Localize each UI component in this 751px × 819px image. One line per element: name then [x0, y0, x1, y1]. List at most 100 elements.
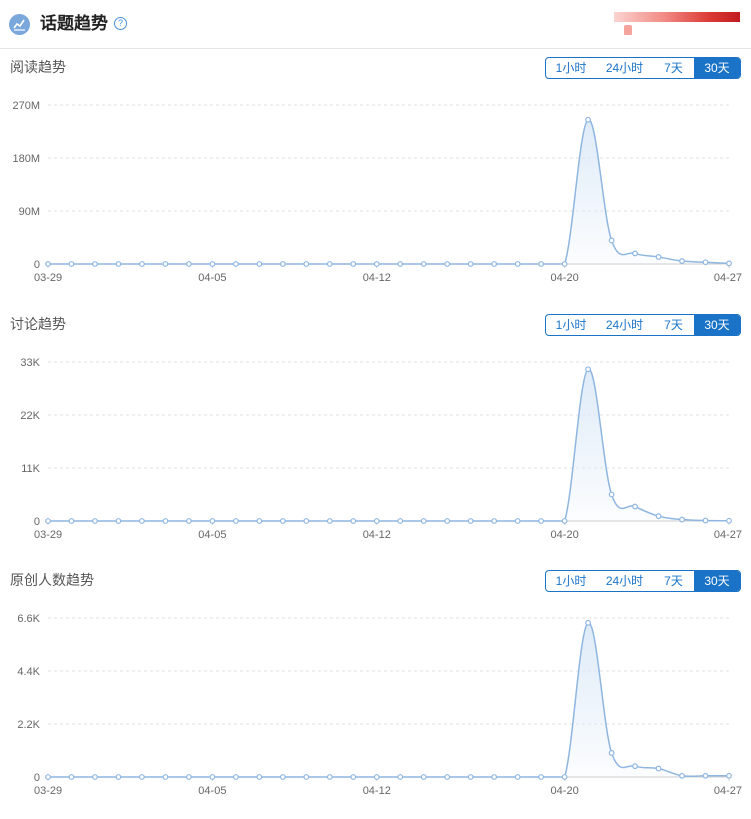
- data-point[interactable]: [162, 518, 169, 524]
- data-point[interactable]: [162, 261, 169, 267]
- data-point[interactable]: [632, 250, 638, 257]
- data-point[interactable]: [467, 774, 474, 780]
- data-point[interactable]: [279, 261, 286, 267]
- range-option-7d[interactable]: 7天: [664, 61, 683, 75]
- data-point[interactable]: [561, 518, 568, 524]
- data-point[interactable]: [585, 619, 592, 626]
- data-point[interactable]: [491, 774, 498, 780]
- data-point[interactable]: [209, 261, 216, 267]
- data-point[interactable]: [444, 261, 451, 267]
- data-point[interactable]: [655, 513, 662, 520]
- data-point[interactable]: [326, 518, 333, 524]
- data-point[interactable]: [491, 518, 498, 524]
- range-option-30d[interactable]: 30天: [694, 315, 740, 335]
- data-point[interactable]: [444, 518, 451, 524]
- data-point[interactable]: [420, 774, 427, 780]
- data-point[interactable]: [92, 261, 98, 267]
- data-point[interactable]: [232, 518, 239, 524]
- data-point[interactable]: [373, 518, 380, 524]
- data-point[interactable]: [702, 772, 709, 779]
- data-point[interactable]: [585, 116, 592, 123]
- data-point[interactable]: [162, 774, 169, 780]
- data-point[interactable]: [655, 254, 662, 260]
- data-point[interactable]: [632, 503, 638, 510]
- data-point[interactable]: [256, 261, 263, 267]
- data-point[interactable]: [420, 261, 427, 267]
- range-option-24h[interactable]: 24小时: [605, 61, 644, 75]
- data-point[interactable]: [68, 774, 75, 780]
- range-option-1h[interactable]: 1小时: [555, 61, 587, 75]
- data-point[interactable]: [139, 261, 145, 267]
- data-point[interactable]: [420, 518, 427, 524]
- data-point[interactable]: [561, 774, 568, 780]
- data-point[interactable]: [538, 774, 545, 780]
- data-point[interactable]: [608, 237, 615, 244]
- data-point[interactable]: [256, 518, 263, 524]
- data-point[interactable]: [45, 261, 51, 267]
- data-point[interactable]: [115, 774, 122, 780]
- data-point[interactable]: [115, 518, 122, 524]
- data-point[interactable]: [68, 518, 75, 524]
- data-point[interactable]: [514, 774, 521, 780]
- data-point[interactable]: [514, 261, 521, 267]
- data-point[interactable]: [491, 261, 498, 267]
- range-option-7d[interactable]: 7天: [664, 574, 683, 588]
- data-point[interactable]: [232, 261, 239, 267]
- data-point[interactable]: [92, 774, 98, 780]
- data-point[interactable]: [373, 261, 380, 267]
- data-point[interactable]: [608, 750, 615, 756]
- data-point[interactable]: [373, 774, 380, 780]
- data-point[interactable]: [350, 774, 357, 780]
- data-point[interactable]: [326, 261, 333, 267]
- data-point[interactable]: [279, 774, 286, 780]
- data-point[interactable]: [303, 261, 310, 267]
- data-point[interactable]: [185, 774, 192, 780]
- range-option-30d[interactable]: 30天: [694, 571, 740, 591]
- data-point[interactable]: [726, 517, 732, 524]
- data-point[interactable]: [726, 772, 732, 779]
- data-point[interactable]: [514, 518, 521, 524]
- data-point[interactable]: [232, 774, 239, 780]
- range-option-30d[interactable]: 30天: [694, 58, 740, 78]
- data-point[interactable]: [397, 774, 404, 780]
- data-point[interactable]: [702, 517, 709, 524]
- data-point[interactable]: [185, 261, 192, 267]
- data-point[interactable]: [185, 518, 192, 524]
- data-point[interactable]: [397, 518, 404, 524]
- data-point[interactable]: [585, 366, 592, 373]
- data-point[interactable]: [45, 774, 51, 780]
- range-option-1h[interactable]: 1小时: [555, 574, 587, 588]
- data-point[interactable]: [538, 261, 545, 267]
- question-circle-icon[interactable]: ?: [114, 17, 127, 30]
- data-point[interactable]: [561, 261, 568, 267]
- data-point[interactable]: [538, 518, 545, 524]
- data-point[interactable]: [679, 772, 685, 779]
- data-point[interactable]: [444, 774, 451, 780]
- data-point[interactable]: [115, 261, 122, 267]
- data-point[interactable]: [679, 516, 685, 523]
- data-point[interactable]: [139, 774, 145, 780]
- data-point[interactable]: [326, 774, 333, 780]
- data-point[interactable]: [209, 518, 216, 524]
- data-point[interactable]: [139, 518, 145, 524]
- data-point[interactable]: [679, 258, 685, 264]
- data-point[interactable]: [45, 518, 51, 524]
- data-point[interactable]: [303, 518, 310, 524]
- range-option-24h[interactable]: 24小时: [605, 318, 644, 332]
- data-point[interactable]: [350, 518, 357, 524]
- range-option-24h[interactable]: 24小时: [605, 574, 644, 588]
- data-point[interactable]: [92, 518, 98, 524]
- data-point[interactable]: [655, 765, 662, 772]
- data-point[interactable]: [467, 261, 474, 267]
- data-point[interactable]: [726, 260, 732, 267]
- data-point[interactable]: [608, 491, 615, 498]
- data-point[interactable]: [279, 518, 286, 524]
- data-point[interactable]: [467, 518, 474, 524]
- data-point[interactable]: [632, 763, 638, 770]
- data-point[interactable]: [209, 774, 216, 780]
- data-point[interactable]: [397, 261, 404, 267]
- data-point[interactable]: [303, 774, 310, 780]
- data-point[interactable]: [256, 774, 263, 780]
- range-option-1h[interactable]: 1小时: [555, 318, 587, 332]
- data-point[interactable]: [68, 261, 75, 267]
